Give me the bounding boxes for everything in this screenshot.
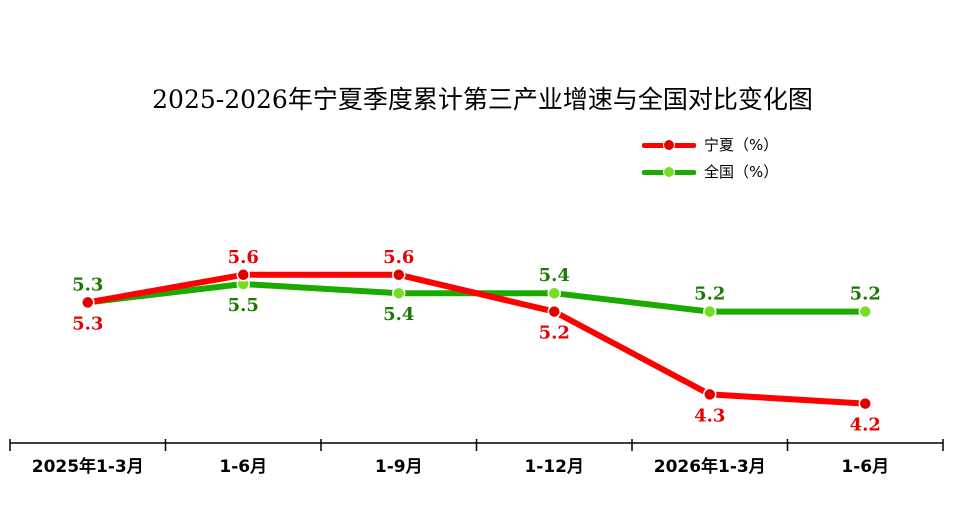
legend-swatch-ningxia bbox=[642, 138, 696, 152]
legend-label-ningxia: 宁夏（%） bbox=[704, 136, 779, 154]
data-label-national: 5.2 bbox=[850, 284, 881, 305]
data-point-ningxia bbox=[858, 396, 872, 411]
x-tick-label: 1-12月 bbox=[524, 457, 584, 477]
data-point-national bbox=[547, 286, 561, 300]
data-label-national: 5.5 bbox=[228, 295, 259, 316]
data-label-ningxia: 5.2 bbox=[539, 323, 570, 344]
data-point-national bbox=[858, 304, 872, 319]
legend-label-national: 全国（%） bbox=[704, 163, 779, 181]
chart-title: 2025-2026年宁夏季度累计第三产业增速与全国对比变化图 bbox=[152, 85, 813, 114]
data-point-national bbox=[392, 286, 406, 300]
data-point-ningxia bbox=[703, 387, 717, 402]
data-point-ningxia bbox=[547, 304, 561, 319]
data-point-ningxia bbox=[236, 268, 250, 282]
data-point-ningxia bbox=[392, 268, 406, 282]
data-point-national bbox=[703, 304, 717, 319]
x-tick-label: 1-9月 bbox=[375, 457, 423, 477]
series-line-ningxia bbox=[84, 271, 869, 407]
data-label-ningxia: 5.6 bbox=[228, 247, 259, 268]
data-label-national: 5.4 bbox=[539, 265, 570, 286]
legend-item-national: 全国（%） bbox=[642, 158, 778, 185]
data-point-ningxia bbox=[81, 295, 95, 310]
data-label-national: 5.4 bbox=[383, 304, 414, 325]
data-label-ningxia: 5.3 bbox=[72, 313, 103, 334]
data-label-ningxia: 5.6 bbox=[383, 247, 414, 268]
series-line-national bbox=[84, 281, 869, 315]
legend-swatch-national bbox=[642, 165, 696, 179]
chart-legend: 宁夏（%） 全国（%） bbox=[642, 131, 778, 185]
x-tick-label: 2026年1-3月 bbox=[654, 456, 766, 477]
data-label-ningxia: 4.3 bbox=[694, 405, 725, 426]
legend-item-ningxia: 宁夏（%） bbox=[642, 131, 778, 158]
x-tick-label: 1-6月 bbox=[841, 457, 889, 477]
data-label-national: 5.3 bbox=[72, 274, 103, 295]
x-tick-label: 2025年1-3月 bbox=[32, 456, 144, 477]
x-tick-label: 1-6月 bbox=[219, 457, 267, 477]
data-label-national: 5.2 bbox=[694, 284, 725, 305]
data-label-ningxia: 4.2 bbox=[850, 415, 881, 436]
